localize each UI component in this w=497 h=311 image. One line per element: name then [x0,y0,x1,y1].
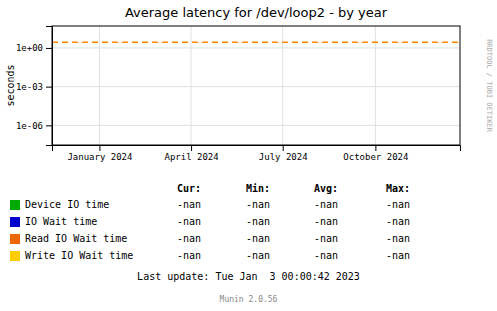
x-grid-line [282,26,283,145]
x-grid-line [99,26,100,145]
legend-swatch [10,217,20,227]
legend-label: Write IO Wait time [25,250,133,261]
y-tick-mark [46,87,52,88]
table-cell: -nan [177,250,201,261]
legend: Device IO time IO Wait time Read IO Wait t… [10,199,133,261]
footer-label: Munin 2.0.56 [220,295,278,304]
title: Average latency for /dev/loop2 - by year [125,5,388,20]
grid [52,26,460,145]
table-header: Cur: [177,183,201,194]
table-header: Max: [386,183,410,194]
table: Cur: Min: Avg: Max: -nan -nan -nan -nan -nan -nan… [177,183,410,261]
y-tick: 1e-03 [16,82,52,92]
x-tick-label: October 2024 [343,152,408,162]
x-tick-label: July 2024 [259,152,308,162]
legend-item: Write IO Wait time [10,250,133,261]
y-tick-mark [46,48,52,49]
table-cell: -nan [246,216,270,227]
marks [52,42,460,43]
y-tick: 1e+00 [16,43,52,53]
x-tick-mark [99,145,100,151]
table-cell: -nan [314,199,338,210]
table-cell: -nan [177,216,201,227]
table-cell: -nan [386,250,410,261]
x-tick: October 2024 [343,145,408,162]
table-cell: -nan [314,233,338,244]
last-update: Last update: Tue Jan 3 00:00:42 2023 [137,271,360,282]
table-header: Min: [246,183,270,194]
legend-label: IO Wait time [25,216,97,227]
legend-label: Read IO Wait time [25,233,127,244]
chart: January 2024 April 2024 July 2024 October 2… [0,0,497,311]
x-tick-mark [375,145,376,151]
table-cell: -nan [314,250,338,261]
x-tick-mark [191,145,192,151]
y-axis-line [46,27,53,146]
watermark: RRDTOOL / TOBI OETIKER [485,39,493,133]
y-tick-label: 1e-03 [16,82,43,92]
legend-item: Read IO Wait time [10,233,127,244]
x-grid-line [191,26,192,145]
reference-line [52,41,460,43]
table-cell: -nan [386,199,410,210]
x-grid-line [375,26,376,145]
y-grid-line [52,47,460,48]
legend-swatch [10,234,20,244]
x-tick-label: January 2024 [67,152,132,162]
table-cell: -nan [177,233,201,244]
y-grid-line [52,125,460,126]
x-tick: July 2024 [259,145,308,162]
table-cell: -nan [246,250,270,261]
y-tick: 1e-06 [16,121,52,131]
table-cell: -nan [314,216,338,227]
plot-frame [52,26,460,145]
y-axis-title: seconds [5,64,16,106]
y-grid-line [52,86,460,87]
legend-label: Device IO time [25,199,109,210]
table-cell: -nan [386,216,410,227]
legend-item: Device IO time [10,199,109,210]
table-cell: -nan [246,199,270,210]
x-tick: January 2024 [67,145,132,162]
legend-item: IO Wait time [10,216,97,227]
y-tick-mark [46,125,52,126]
x-tick-label: April 2024 [164,152,218,162]
x-tick-mark [283,145,284,151]
y-axis: 1e-06 1e-03 1e+00 [16,27,53,146]
y-tick-label: 1e+00 [16,43,43,53]
x-axis-line [53,146,461,152]
x-axis: January 2024 April 2024 July 2024 October 2… [53,145,461,162]
table-cell: -nan [386,233,410,244]
x-tick: April 2024 [164,145,218,162]
y-tick-label: 1e-06 [16,121,43,131]
table-cell: -nan [177,199,201,210]
plot-area: January 2024 April 2024 July 2024 October 2… [16,26,461,162]
legend-swatch [10,251,20,261]
table-cell: -nan [246,233,270,244]
table-header: Avg: [314,183,338,194]
legend-swatch [10,200,20,210]
